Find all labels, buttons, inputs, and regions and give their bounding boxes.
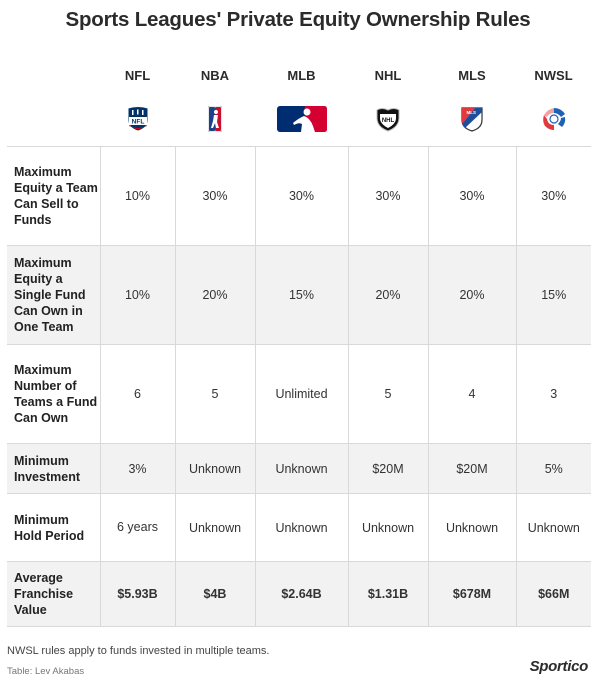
cell-mls: $678M <box>427 561 516 627</box>
cell-nhl: $1.31B <box>347 561 428 627</box>
column-header-nhl: NHL <box>374 68 402 83</box>
row-label: Average Franchise Value <box>7 561 100 627</box>
row-label: Minimum Hold Period <box>7 493 100 562</box>
mlb-logo-icon <box>276 105 327 132</box>
cell-nba: 5 <box>174 344 255 444</box>
cell-nhl: Unknown <box>347 493 428 562</box>
cell-nba: 20% <box>174 245 255 345</box>
cell-mlb: Unlimited <box>254 344 348 444</box>
row-label: Minimum Investment <box>7 443 100 494</box>
cell-nwsl: Unknown <box>515 493 591 562</box>
corner-cell <box>7 60 100 91</box>
cell-nwsl: $66M <box>515 561 591 627</box>
mls-crest-logo-icon: MLS <box>461 106 483 132</box>
cell-nwsl: 15% <box>515 245 591 345</box>
cell-nfl: 10% <box>99 245 175 345</box>
table-row: Maximum Equity a Team Can Sell to Funds … <box>7 146 591 246</box>
column-header-nba: NBA <box>200 68 230 83</box>
cell-nwsl: 30% <box>515 146 591 246</box>
cell-mlb: $2.64B <box>254 561 348 627</box>
league-logo-row: NFL <box>7 91 591 147</box>
cell-mlb: Unknown <box>254 443 348 494</box>
ownership-rules-table: NFL NBA MLB NHL MLS NWSL NFL <box>7 60 591 627</box>
cell-nhl: 5 <box>347 344 428 444</box>
cell-mlb: Unknown <box>254 493 348 562</box>
cell-mlb: 15% <box>254 245 348 345</box>
sportico-logo: Sportico <box>529 658 589 675</box>
row-label: Maximum Number of Teams a Fund Can Own <box>7 344 100 444</box>
svg-text:MLS: MLS <box>467 110 477 115</box>
nba-logo-icon <box>208 105 222 132</box>
cell-nba: Unknown <box>174 443 255 494</box>
cell-mls: $20M <box>427 443 516 494</box>
cell-nwsl: 3 <box>515 344 591 444</box>
column-header-mlb: MLB <box>287 68 316 83</box>
cell-nfl: 3% <box>99 443 175 494</box>
table-row: Minimum Hold Period 6 years Unknown Unkn… <box>7 493 591 562</box>
svg-text:NFL: NFL <box>131 118 144 125</box>
cell-nba: 30% <box>174 146 255 246</box>
svg-text:NHL: NHL <box>382 118 395 124</box>
table-row: Minimum Investment 3% Unknown Unknown $2… <box>7 443 591 494</box>
column-header-mls: MLS <box>458 68 486 83</box>
row-label: Maximum Equity a Single Fund Can Own in … <box>7 245 100 345</box>
nfl-shield-logo-icon: NFL <box>127 105 148 132</box>
footnote: NWSL rules apply to funds invested in mu… <box>7 645 270 657</box>
cell-nhl: $20M <box>347 443 428 494</box>
nwsl-logo-icon <box>542 107 565 130</box>
cell-mls: 20% <box>427 245 516 345</box>
cell-mls: 4 <box>427 344 516 444</box>
row-label: Maximum Equity a Team Can Sell to Funds <box>7 146 100 246</box>
cell-mls: 30% <box>427 146 516 246</box>
cell-nhl: 20% <box>347 245 428 345</box>
nhl-shield-logo-icon: NHL <box>376 107 400 132</box>
column-header-nfl: NFL <box>124 68 151 83</box>
cell-nba: Unknown <box>174 493 255 562</box>
cell-nfl: $5.93B <box>99 561 175 627</box>
cell-nfl: 6 years <box>99 493 175 562</box>
page-title: Sports Leagues' Private Equity Ownership… <box>65 8 531 31</box>
cell-mlb: 30% <box>254 146 348 246</box>
cell-mls: Unknown <box>427 493 516 562</box>
cell-nhl: 30% <box>347 146 428 246</box>
cell-nwsl: 5% <box>515 443 591 494</box>
cell-nba: $4B <box>174 561 255 627</box>
table-row: Maximum Number of Teams a Fund Can Own 6… <box>7 344 591 444</box>
table-row: Maximum Equity a Single Fund Can Own in … <box>7 245 591 345</box>
table-credit: Table: Lev Akabas <box>7 666 85 677</box>
cell-nfl: 6 <box>99 344 175 444</box>
cell-nfl: 10% <box>99 146 175 246</box>
table-row: Average Franchise Value $5.93B $4B $2.64… <box>7 561 591 627</box>
league-header-row: NFL NBA MLB NHL MLS NWSL <box>7 60 591 91</box>
column-header-nwsl: NWSL <box>534 68 573 83</box>
